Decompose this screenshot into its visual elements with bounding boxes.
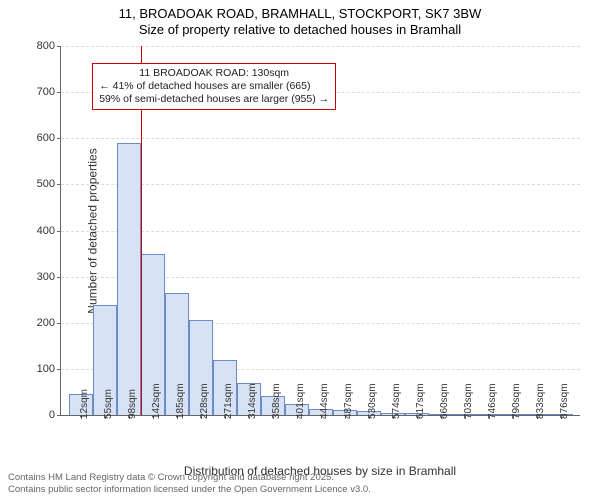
footer-line-1: Contains HM Land Registry data © Crown c… (8, 472, 371, 484)
x-tick-label: 660sqm (439, 383, 450, 419)
title-line-2: Size of property relative to detached ho… (0, 22, 600, 38)
y-tick-mark (57, 323, 61, 324)
chart-title-block: 11, BROADOAK ROAD, BRAMHALL, STOCKPORT, … (0, 0, 600, 39)
y-tick-label: 400 (37, 225, 55, 237)
x-tick-label: 487sqm (343, 383, 354, 419)
y-tick-mark (57, 369, 61, 370)
footer-line-2: Contains public sector information licen… (8, 484, 371, 496)
x-tick-label: 228sqm (199, 383, 210, 419)
x-tick-label: 314sqm (247, 383, 258, 419)
y-tick-mark (57, 92, 61, 93)
annotation-line: ← 41% of detached houses are smaller (66… (99, 80, 329, 93)
x-tick-label: 444sqm (319, 383, 330, 419)
y-tick-mark (57, 415, 61, 416)
annotation-box: 11 BROADOAK ROAD: 130sqm← 41% of detache… (92, 63, 336, 110)
x-tick-label: 833sqm (535, 383, 546, 419)
annotation-line: 11 BROADOAK ROAD: 130sqm (99, 67, 329, 80)
gridline (61, 46, 580, 47)
x-tick-label: 271sqm (223, 383, 234, 419)
y-tick-mark (57, 231, 61, 232)
y-tick-mark (57, 184, 61, 185)
y-tick-label: 800 (37, 40, 55, 52)
x-tick-label: 55sqm (103, 389, 114, 419)
x-tick-label: 746sqm (487, 383, 498, 419)
x-tick-label: 185sqm (175, 383, 186, 419)
x-tick-label: 790sqm (511, 383, 522, 419)
gridline (61, 138, 580, 139)
y-tick-mark (57, 138, 61, 139)
x-tick-label: 574sqm (391, 383, 402, 419)
y-tick-label: 300 (37, 271, 55, 283)
y-tick-label: 100 (37, 363, 55, 375)
title-line-1: 11, BROADOAK ROAD, BRAMHALL, STOCKPORT, … (0, 6, 600, 22)
histogram-chart: Number of detached properties 0100200300… (60, 46, 580, 416)
y-tick-label: 0 (49, 409, 55, 421)
y-tick-label: 600 (37, 132, 55, 144)
y-tick-mark (57, 46, 61, 47)
x-tick-label: 98sqm (127, 389, 138, 419)
x-tick-label: 401sqm (295, 383, 306, 419)
x-tick-label: 530sqm (367, 383, 378, 419)
y-tick-label: 700 (37, 86, 55, 98)
x-tick-label: 12sqm (79, 389, 90, 419)
x-tick-label: 703sqm (463, 383, 474, 419)
y-tick-label: 200 (37, 317, 55, 329)
y-tick-mark (57, 277, 61, 278)
x-tick-label: 876sqm (559, 383, 570, 419)
histogram-bar (117, 143, 140, 415)
y-tick-label: 500 (37, 178, 55, 190)
attribution-footer: Contains HM Land Registry data © Crown c… (8, 472, 371, 496)
x-tick-label: 142sqm (151, 383, 162, 419)
x-tick-label: 358sqm (271, 383, 282, 419)
x-tick-label: 617sqm (415, 383, 426, 419)
plot-region: 010020030040050060070080012sqm55sqm98sqm… (60, 46, 580, 416)
annotation-line: 59% of semi-detached houses are larger (… (99, 93, 329, 106)
